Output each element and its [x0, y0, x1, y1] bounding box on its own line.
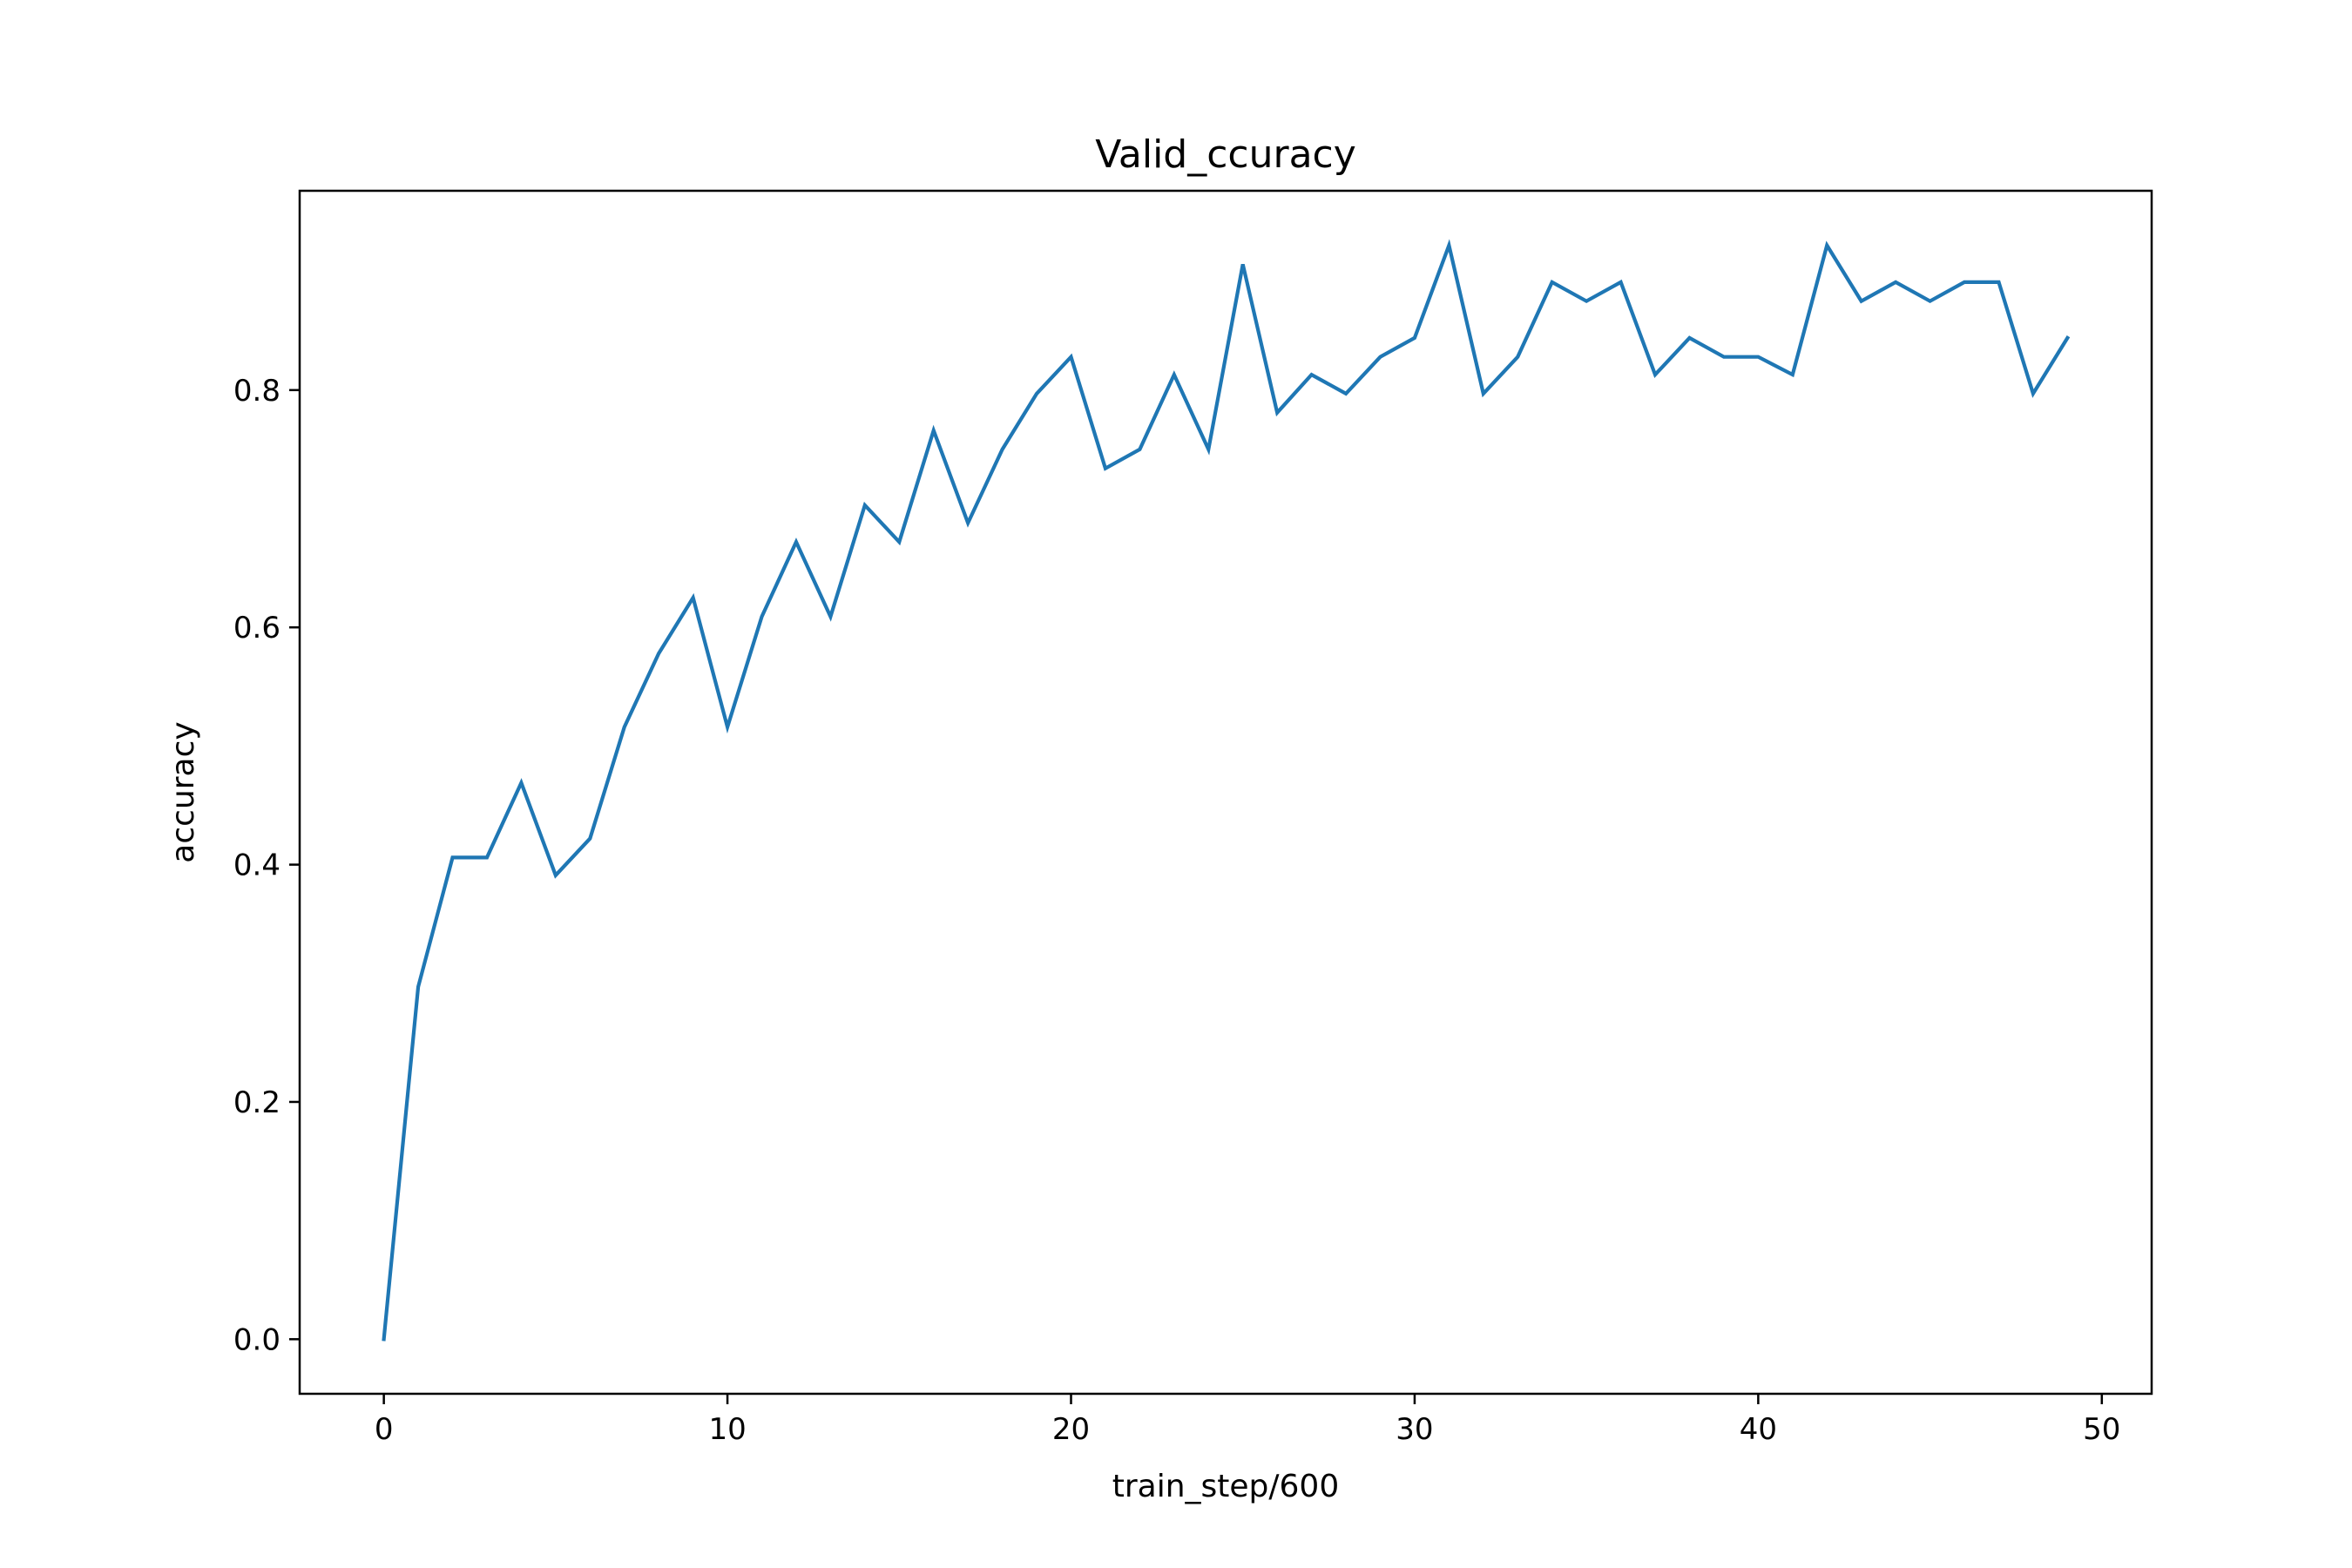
series-line: [382, 239, 2071, 1342]
y-tick-label: 0.2: [233, 1085, 280, 1120]
x-axis-label: train_step/600: [1112, 1469, 1340, 1504]
y-axis-label: accuracy: [166, 721, 201, 862]
series-group: [382, 239, 2071, 1342]
plot-area: 0 10 20 30 40 50 0.0 0.2 0.4 0.6 0.8: [233, 189, 2153, 1447]
x-axis: 0 10 20 30 40 50: [375, 1394, 2120, 1447]
y-tick-label: 0.0: [233, 1322, 280, 1357]
x-tick-label: 30: [1396, 1412, 1433, 1447]
y-tick-label: 0.6: [233, 611, 280, 645]
x-tick-label: 20: [1052, 1412, 1090, 1447]
chart-title: Valid_ccuracy: [1095, 132, 1356, 177]
y-axis: 0.0 0.2 0.4 0.6 0.8: [233, 374, 300, 1357]
y-tick-label: 0.4: [233, 848, 280, 883]
x-tick-label: 50: [2083, 1412, 2120, 1447]
axes-frame: [298, 189, 2153, 1396]
x-tick-label: 10: [708, 1412, 746, 1447]
y-tick-label: 0.8: [233, 374, 280, 409]
x-tick-label: 40: [1740, 1412, 1777, 1447]
x-tick-label: 0: [375, 1412, 394, 1447]
